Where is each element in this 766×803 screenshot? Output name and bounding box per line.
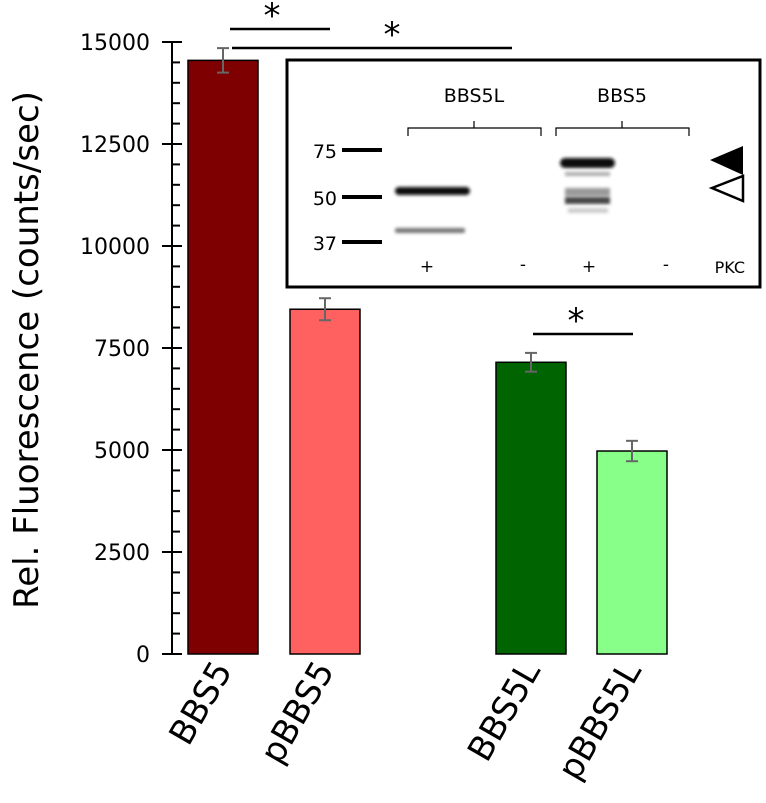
bar-bbs5l [495, 361, 567, 655]
y-axis-label: Rel. Fluorescence (counts/sec) [7, 91, 47, 609]
x-tick-label: BBS5L [460, 654, 549, 768]
significance-star: * [384, 15, 401, 55]
lane-2-pkc: - [520, 255, 526, 275]
y-tick-label: 7500 [94, 337, 150, 362]
significance-markers: * * * [230, 0, 633, 341]
marker-50-line [342, 195, 382, 199]
open-arrowhead-icon [708, 174, 745, 203]
pkc-label: PKC [715, 258, 745, 277]
lane-1-pkc: + [420, 257, 434, 277]
bar-pbbs5l [596, 450, 668, 655]
y-tick-label: 15000 [80, 31, 150, 56]
bracket-bbs5 [555, 121, 690, 136]
lane-3-pkc: + [582, 257, 596, 277]
significance-star: * [264, 0, 281, 36]
bars [187, 47, 668, 655]
x-tick-label: BBS5 [162, 655, 241, 752]
inset-group-label-bbs5l: BBS5L [444, 85, 505, 107]
bracket-bbs5l [407, 121, 542, 136]
inset-group-label-bbs5: BBS5 [597, 85, 647, 107]
y-axis: 0 2500 5000 7500 10000 12500 15000 [80, 31, 182, 668]
x-tick-label: pBBS5 [253, 655, 343, 771]
bar-pbbs5 [289, 308, 361, 655]
marker-37-line [342, 240, 382, 244]
y-tick-label: 12500 [80, 133, 150, 158]
marker-50-label: 50 [313, 188, 337, 210]
inset-border [285, 58, 762, 289]
blot-bands [395, 158, 615, 233]
marker-75-line [342, 148, 382, 152]
western-blot-inset: BBS5L BBS5 75 50 37 + - + - PKC [285, 58, 762, 289]
y-tick-label: 2500 [94, 541, 150, 566]
filled-arrowhead-icon [710, 146, 743, 175]
y-tick-label: 0 [136, 643, 150, 668]
marker-37-label: 37 [313, 233, 337, 255]
x-tick-label: pBBS5L [550, 654, 650, 786]
y-tick-label: 10000 [80, 235, 150, 260]
lane-4-pkc: - [663, 255, 669, 275]
marker-75-label: 75 [313, 141, 337, 163]
bar-bbs5 [187, 59, 259, 655]
y-tick-label: 5000 [94, 439, 150, 464]
x-tick-labels: BBS5 pBBS5 BBS5L pBBS5L [162, 654, 650, 786]
significance-star: * [568, 301, 585, 341]
